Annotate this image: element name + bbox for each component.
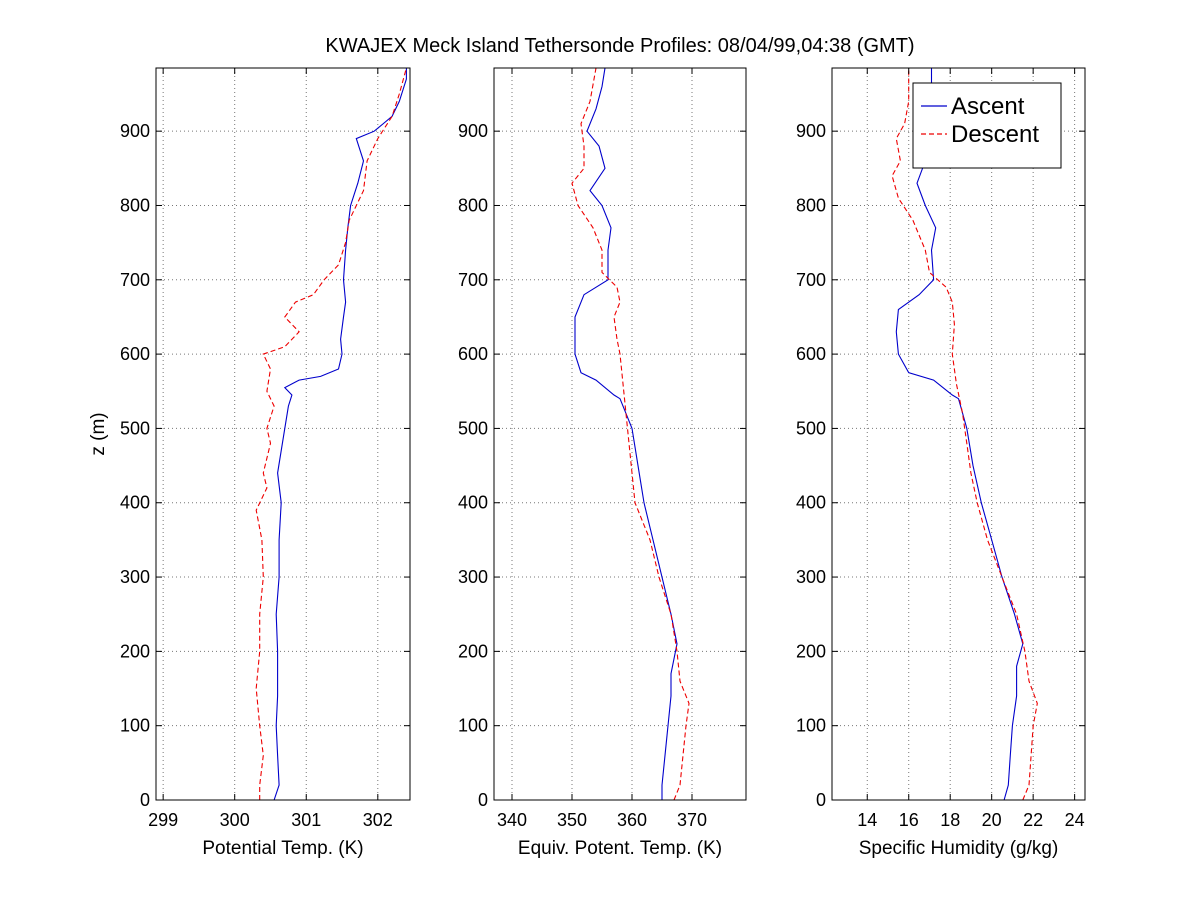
x-tick-label: 340 <box>497 810 527 830</box>
x-tick-label: 14 <box>857 810 877 830</box>
series-line-ascent <box>273 68 407 800</box>
series-line-ascent <box>895 68 1024 800</box>
x-tick-label: 301 <box>291 810 321 830</box>
x-tick-label: 299 <box>148 810 178 830</box>
y-tick-label: 100 <box>120 716 150 736</box>
y-tick-label: 900 <box>120 121 150 141</box>
y-tick-label: 800 <box>458 195 488 215</box>
x-axis-label: Specific Humidity (g/kg) <box>859 838 1059 859</box>
y-tick-label: 900 <box>458 121 488 141</box>
y-tick-label: 700 <box>796 270 826 290</box>
y-tick-label: 400 <box>458 493 488 513</box>
y-tick-label: 0 <box>478 790 488 810</box>
legend-label-ascent: Ascent <box>951 93 1025 120</box>
panel-3: 14 16 18 20 22 24 0 100 200 300 400 500 600 700 800 900… <box>796 67 1086 859</box>
y-tick-label: 600 <box>796 344 826 364</box>
legend-label-descent: Descent <box>951 121 1039 148</box>
x-axis-label: Equiv. Potent. Temp. (K) <box>518 838 722 859</box>
y-tick-label: 500 <box>796 418 826 438</box>
axes-frame <box>493 67 747 801</box>
y-tick-label: 300 <box>796 567 826 587</box>
y-axis-label: z (m) <box>88 412 109 455</box>
x-tick-label: 24 <box>1065 810 1085 830</box>
y-tick-label: 200 <box>458 641 488 661</box>
y-tick-label: 600 <box>458 344 488 364</box>
y-tick-label: 900 <box>796 121 826 141</box>
figure-title: KWAJEX Meck Island Tethersonde Profiles:… <box>325 35 914 57</box>
legend-box <box>912 82 1062 169</box>
y-tick-label: 700 <box>120 270 150 290</box>
x-tick-label: 360 <box>617 810 647 830</box>
y-tick-label: 100 <box>458 716 488 736</box>
y-tick-label: 800 <box>120 195 150 215</box>
series-line-ascent <box>574 68 678 800</box>
axes-frame <box>155 67 411 801</box>
x-tick-label: 300 <box>220 810 250 830</box>
x-tick-label: 20 <box>982 810 1002 830</box>
y-tick-label: 400 <box>796 493 826 513</box>
x-tick-label: 16 <box>899 810 919 830</box>
y-tick-label: 0 <box>140 790 150 810</box>
x-tick-label: 22 <box>1023 810 1043 830</box>
y-tick-label: 700 <box>458 270 488 290</box>
axes-frame <box>831 67 1086 801</box>
y-tick-label: 200 <box>120 641 150 661</box>
x-tick-label: 370 <box>677 810 707 830</box>
x-axis-label: Potential Temp. (K) <box>202 838 363 859</box>
y-tick-label: 200 <box>796 641 826 661</box>
x-tick-label: 302 <box>363 810 393 830</box>
x-tick-label: 350 <box>557 810 587 830</box>
panel-2: 340 350 360 370 0 100 200 300 400 500 600 700 800 900… <box>458 67 747 859</box>
series-line-descent <box>571 68 690 800</box>
series-line-descent <box>891 68 1038 800</box>
y-tick-label: 300 <box>458 567 488 587</box>
y-tick-label: 300 <box>120 567 150 587</box>
y-tick-label: 500 <box>458 418 488 438</box>
y-tick-label: 100 <box>796 716 826 736</box>
y-tick-label: 500 <box>120 418 150 438</box>
y-tick-label: 0 <box>816 790 826 810</box>
y-tick-label: 800 <box>796 195 826 215</box>
series-line-descent <box>255 68 407 800</box>
y-tick-label: 600 <box>120 344 150 364</box>
x-tick-label: 18 <box>940 810 960 830</box>
y-tick-label: 400 <box>120 493 150 513</box>
panel-1: 299 300 301 302 0 100 200 300 400 500 600 700 800 900… <box>88 67 411 859</box>
